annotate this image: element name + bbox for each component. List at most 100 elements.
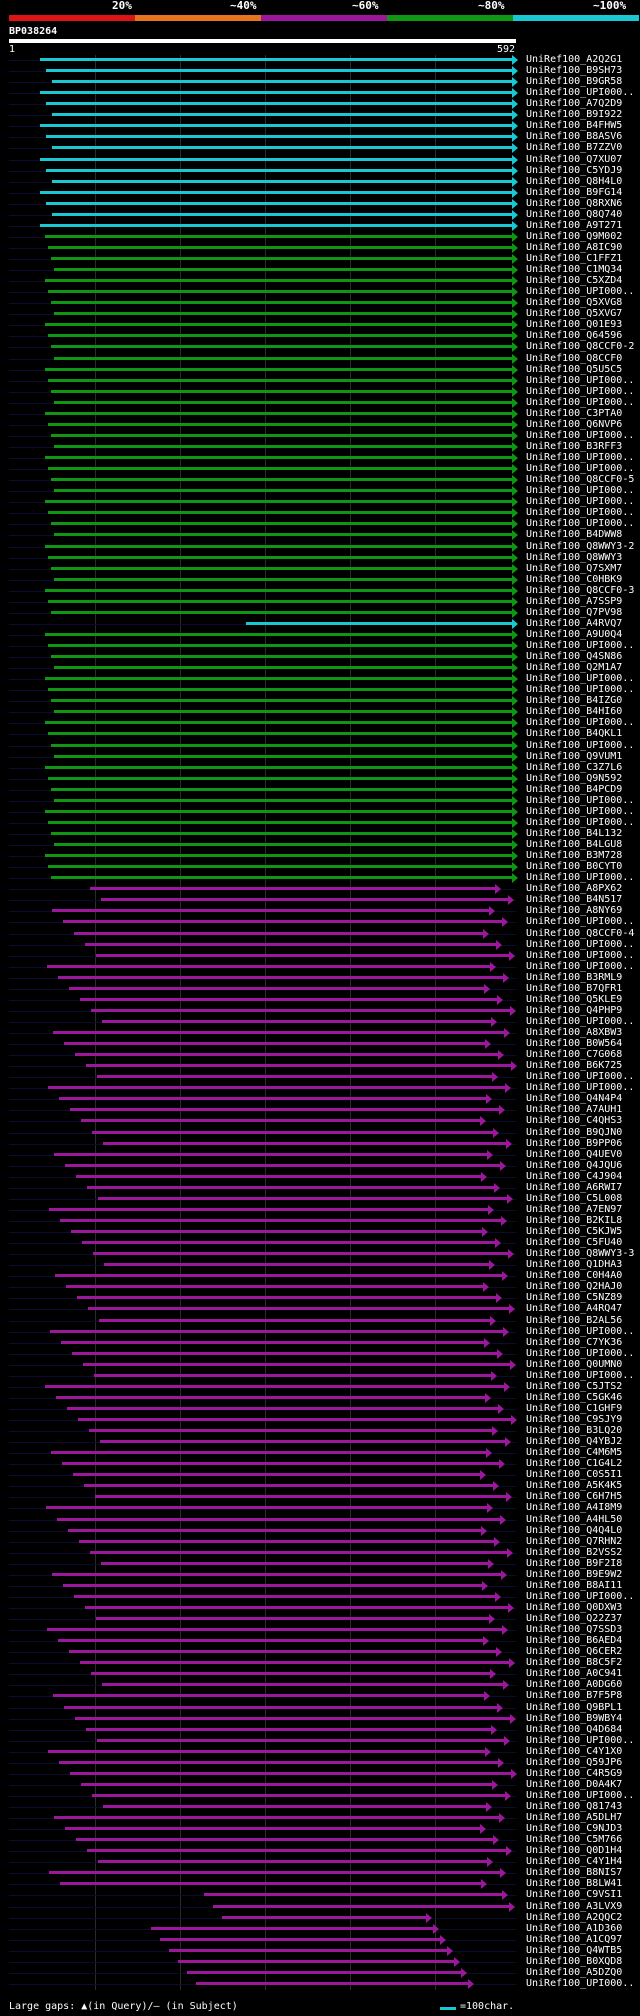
hit-label[interactable]: UniRef100_UPI000.. — [526, 429, 635, 441]
hit-row[interactable]: UniRef100_Q4SN86 — [0, 651, 640, 663]
hit-label[interactable]: UniRef100_B0XQD8 — [526, 1955, 623, 1967]
hit-row[interactable]: UniRef100_UPI000.. — [0, 496, 640, 508]
hit-label[interactable]: UniRef100_C4J904 — [526, 1170, 623, 1182]
hit-row[interactable]: UniRef100_Q81743 — [0, 1801, 640, 1813]
hit-row[interactable]: UniRef100_UPI000.. — [0, 1082, 640, 1094]
hit-label[interactable]: UniRef100_D0A4K7 — [526, 1778, 623, 1790]
hit-row[interactable]: UniRef100_Q5XVG8 — [0, 297, 640, 309]
hit-row[interactable]: UniRef100_Q4JQU6 — [0, 1159, 640, 1172]
hit-label[interactable]: UniRef100_C9SJY9 — [526, 1414, 623, 1426]
hit-label[interactable]: UniRef100_C5YDJ9 — [526, 164, 623, 176]
hit-row[interactable]: UniRef100_A8XBW3 — [0, 1027, 640, 1039]
hit-row[interactable]: UniRef100_Q22Z37 — [0, 1613, 640, 1625]
hit-label[interactable]: UniRef100_Q0D1H4 — [526, 1845, 623, 1857]
hit-label[interactable]: UniRef100_Q4JQU6 — [526, 1159, 623, 1171]
hit-label[interactable]: UniRef100_A6RWI7 — [526, 1181, 623, 1193]
hit-row[interactable]: UniRef100_C0HBK9 — [0, 574, 640, 586]
hit-row[interactable]: UniRef100_C1FFZ1 — [0, 253, 640, 265]
hit-row[interactable]: UniRef100_B4L132 — [0, 828, 640, 840]
hit-label[interactable]: UniRef100_UPI000.. — [526, 1015, 635, 1027]
hit-label[interactable]: UniRef100_C1MQ34 — [526, 264, 623, 276]
hit-label[interactable]: UniRef100_UPI000.. — [526, 507, 635, 519]
hit-label[interactable]: UniRef100_B9SH73 — [526, 65, 623, 77]
hit-row[interactable]: UniRef100_B9WBY4 — [0, 1713, 640, 1725]
hit-row[interactable]: UniRef100_Q7SSD3 — [0, 1624, 640, 1636]
hit-row[interactable]: UniRef100_Q7PV98 — [0, 607, 640, 619]
hit-row[interactable]: UniRef100_B4PCD9 — [0, 784, 640, 796]
hit-label[interactable]: UniRef100_UPI000.. — [526, 496, 635, 508]
hit-row[interactable]: UniRef100_UPI000.. — [0, 916, 640, 928]
hit-label[interactable]: UniRef100_B4FHW5 — [526, 120, 623, 132]
hit-label[interactable]: UniRef100_Q4SN86 — [526, 651, 623, 663]
hit-row[interactable]: UniRef100_UPI000.. — [0, 806, 640, 818]
hit-row[interactable]: UniRef100_B4HI60 — [0, 706, 640, 718]
hit-label[interactable]: UniRef100_UPI000.. — [526, 463, 635, 475]
hit-row[interactable]: UniRef100_B4QKL1 — [0, 728, 640, 740]
hit-row[interactable]: UniRef100_Q4PHP9 — [0, 1004, 640, 1017]
hit-row[interactable]: UniRef100_A5K4K5 — [0, 1480, 640, 1492]
hit-row[interactable]: UniRef100_B8AI11 — [0, 1579, 640, 1592]
hit-label[interactable]: UniRef100_A7SSP9 — [526, 595, 623, 607]
hit-label[interactable]: UniRef100_B9E9W2 — [526, 1568, 623, 1580]
hit-row[interactable]: UniRef100_A9T271 — [0, 220, 640, 232]
hit-label[interactable]: UniRef100_A8NY69 — [526, 905, 623, 917]
hit-label[interactable]: UniRef100_C0S5I1 — [526, 1469, 623, 1481]
hit-row[interactable]: UniRef100_Q8WWY3-3 — [0, 1248, 640, 1260]
hit-row[interactable]: UniRef100_C0H4A0 — [0, 1270, 640, 1282]
hit-label[interactable]: UniRef100_B2KIL8 — [526, 1215, 623, 1226]
hit-row[interactable]: UniRef100_C1MQ34 — [0, 264, 640, 276]
hit-row[interactable]: UniRef100_A0DG60 — [0, 1679, 640, 1691]
hit-row[interactable]: UniRef100_B0XQD8 — [0, 1955, 640, 1968]
hit-row[interactable]: UniRef100_Q4WTB5 — [0, 1945, 640, 1957]
hit-label[interactable]: UniRef100_Q4PHP9 — [526, 1004, 623, 1016]
hit-row[interactable]: UniRef100_UPI000.. — [0, 386, 640, 398]
hit-label[interactable]: UniRef100_B4DWW8 — [526, 529, 623, 541]
hit-label[interactable]: UniRef100_UPI000.. — [526, 640, 635, 652]
hit-label[interactable]: UniRef100_UPI000.. — [526, 1325, 635, 1337]
hit-row[interactable]: UniRef100_B7ZZV0 — [0, 142, 640, 154]
hit-label[interactable]: UniRef100_B7F5P8 — [526, 1690, 623, 1702]
hit-label[interactable]: UniRef100_UPI000.. — [526, 960, 635, 972]
hit-label[interactable]: UniRef100_UPI000.. — [526, 673, 635, 685]
hit-row[interactable]: UniRef100_UPI000.. — [0, 463, 640, 475]
hit-row[interactable]: UniRef100_C9VSI1 — [0, 1889, 640, 1901]
hit-label[interactable]: UniRef100_Q2HAJ0 — [526, 1281, 623, 1293]
hit-label[interactable]: UniRef100_C5GK46 — [526, 1391, 623, 1403]
hit-row[interactable]: UniRef100_B8ASV6 — [0, 131, 640, 143]
hit-label[interactable]: UniRef100_B7QFR1 — [526, 982, 623, 994]
hit-label[interactable]: UniRef100_Q8CCF0-2 — [526, 341, 635, 353]
hit-row[interactable]: UniRef100_B8C5F2 — [0, 1657, 640, 1669]
hit-row[interactable]: UniRef100_UPI000.. — [0, 950, 640, 962]
hit-row[interactable]: UniRef100_Q5XVG7 — [0, 308, 640, 320]
hit-label[interactable]: UniRef100_Q59JP6 — [526, 1756, 623, 1768]
hit-row[interactable]: UniRef100_Q8CCF0-5 — [0, 474, 640, 486]
hit-label[interactable]: UniRef100_B4IZG0 — [526, 695, 623, 707]
hit-row[interactable]: UniRef100_A5DLH7 — [0, 1812, 640, 1824]
hit-label[interactable]: UniRef100_B8ASV6 — [526, 131, 623, 143]
hit-label[interactable]: UniRef100_Q4Q4L0 — [526, 1524, 623, 1536]
hit-row[interactable]: UniRef100_Q0DXW3 — [0, 1602, 640, 1614]
hit-row[interactable]: UniRef100_C7YK36 — [0, 1337, 640, 1349]
hit-label[interactable]: UniRef100_UPI000.. — [526, 739, 635, 751]
hit-row[interactable]: UniRef100_UPI000.. — [0, 1370, 640, 1382]
hit-row[interactable]: UniRef100_Q8WWY3 — [0, 552, 640, 564]
hit-label[interactable]: UniRef100_C4M6M5 — [526, 1447, 623, 1459]
hit-label[interactable]: UniRef100_A2QQC2 — [526, 1911, 623, 1923]
hit-label[interactable]: UniRef100_UPI000.. — [526, 794, 635, 806]
hit-row[interactable]: UniRef100_A4HL50 — [0, 1514, 640, 1526]
hit-row[interactable]: UniRef100_C3Z7L6 — [0, 762, 640, 774]
hit-label[interactable]: UniRef100_UPI000.. — [526, 1071, 635, 1083]
hit-row[interactable]: UniRef100_B3RML9 — [0, 972, 640, 984]
hit-row[interactable]: UniRef100_C4Y1X0 — [0, 1746, 640, 1758]
hit-row[interactable]: UniRef100_Q7SXM7 — [0, 563, 640, 575]
hit-row[interactable]: UniRef100_UPI000.. — [0, 1348, 640, 1360]
hit-label[interactable]: UniRef100_C1G4L2 — [526, 1458, 623, 1470]
hit-label[interactable]: UniRef100_C5KJW5 — [526, 1226, 623, 1238]
hit-label[interactable]: UniRef100_B4HI60 — [526, 706, 623, 718]
hit-label[interactable]: UniRef100_B8AI11 — [526, 1579, 623, 1591]
hit-row[interactable]: UniRef100_C4Y1H4 — [0, 1856, 640, 1868]
hit-row[interactable]: UniRef100_B7F5P8 — [0, 1690, 640, 1702]
hit-row[interactable]: UniRef100_B9FG14 — [0, 187, 640, 199]
hit-row[interactable]: UniRef100_B9SH73 — [0, 65, 640, 77]
hit-label[interactable]: UniRef100_Q9N592 — [526, 772, 623, 784]
